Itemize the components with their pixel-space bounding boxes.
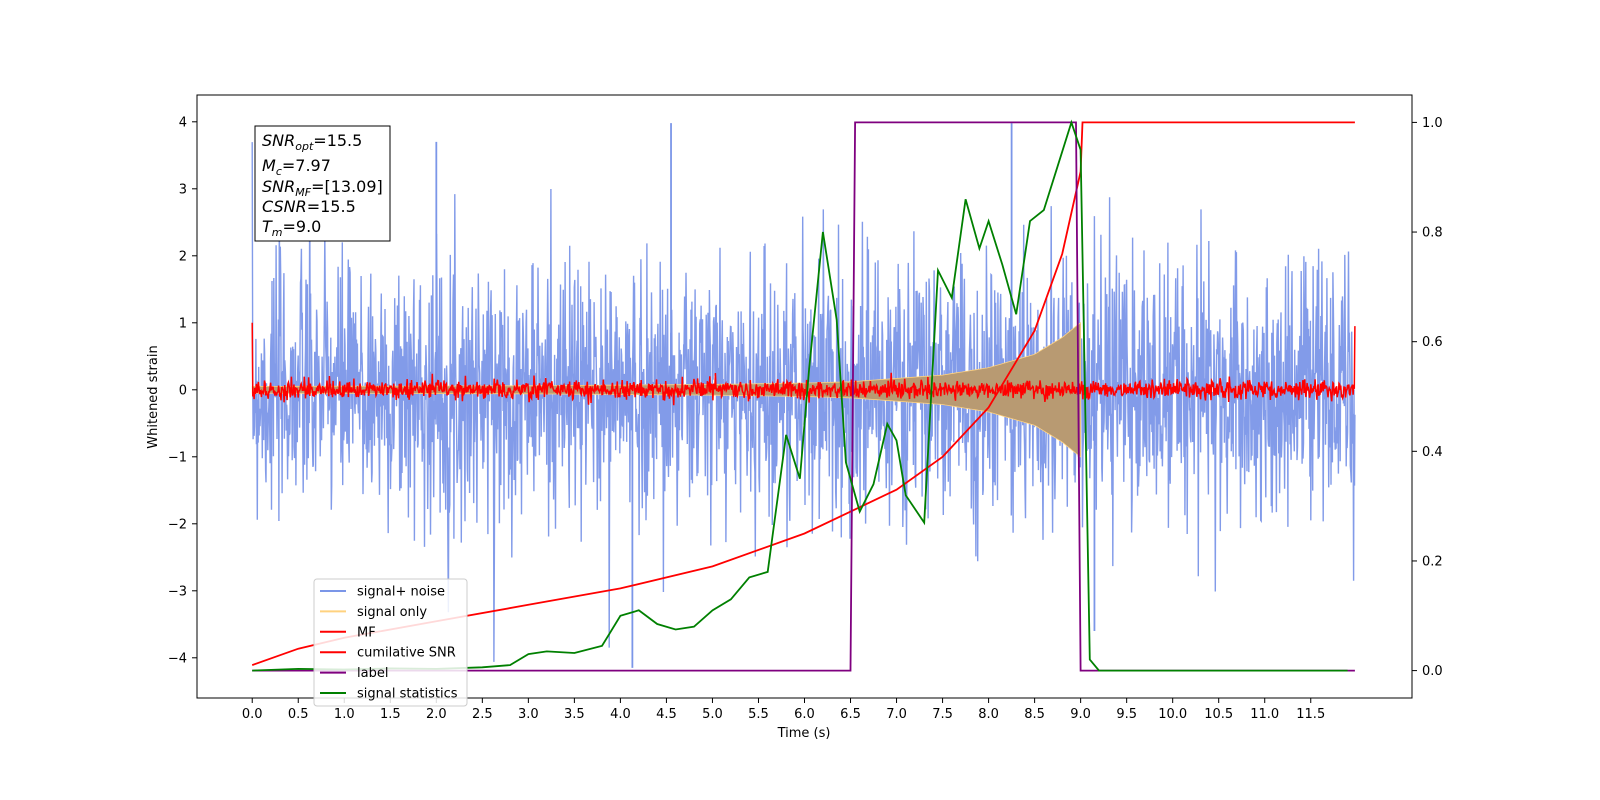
y-tick-label: 4 [179, 115, 187, 130]
y-tick-label: −4 [168, 651, 187, 666]
x-tick-label: 9.5 [1116, 707, 1137, 722]
annotation-mc: Mc=7.97 [262, 156, 331, 178]
legend-label: cumilative SNR [357, 646, 456, 661]
x-tick-label: 2.0 [426, 707, 447, 722]
x-tick-label: 1.5 [380, 707, 401, 722]
legend-label: signal+ noise [357, 585, 445, 600]
legend-label: signal statistics [357, 687, 458, 702]
x-tick-label: 11.5 [1296, 707, 1325, 722]
annotation-box: SNRopt=15.5 Mc=7.97 SNRMF=[13.09] CSNR=1… [254, 125, 391, 242]
x-tick-label: 5.5 [748, 707, 769, 722]
y-tick-label: 0 [179, 383, 187, 398]
y-axis-left: 4 3 2 1 0 −1 −2 −3 −4 [168, 115, 197, 666]
x-tick-label: 5.0 [702, 707, 723, 722]
legend-entry: MF [320, 625, 376, 640]
series-signal-noise [251, 123, 1356, 668]
y-axis-label: Whitened strain [146, 345, 161, 448]
annotation-frame [254, 125, 391, 242]
y2-tick-label: 1.0 [1422, 116, 1443, 131]
y-tick-label: 3 [179, 182, 187, 197]
series-mf [251, 322, 1356, 406]
x-tick-label: 3.5 [564, 707, 585, 722]
legend-frame [313, 578, 468, 707]
legend-entry: cumilative SNR [320, 646, 456, 661]
x-tick-label: 0.5 [288, 707, 309, 722]
y-tick-label: 1 [179, 316, 187, 331]
y2-tick-label: 0.6 [1422, 335, 1443, 350]
x-tick-label: 11.0 [1250, 707, 1279, 722]
x-tick-label: 0.0 [242, 707, 263, 722]
x-tick-label: 2.5 [472, 707, 493, 722]
x-tick-label: 4.5 [656, 707, 677, 722]
x-tick-label: 3.0 [518, 707, 539, 722]
x-tick-label: 7.0 [886, 707, 907, 722]
y-axis-right: 1.0 0.8 0.6 0.4 0.2 0.0 [1412, 116, 1443, 679]
annotation-csnr: CSNR=15.5 [262, 197, 356, 216]
x-tick-label: 6.5 [840, 707, 861, 722]
x-tick-label: 10.5 [1204, 707, 1233, 722]
y-tick-label: −1 [168, 450, 187, 465]
annotation-tm: Tm=9.0 [262, 217, 321, 239]
legend-entry: signal only [320, 605, 427, 620]
legend-entry: signal statistics [320, 687, 458, 702]
y2-tick-label: 0.2 [1422, 554, 1443, 569]
y2-tick-label: 0.8 [1422, 226, 1443, 241]
y-tick-label: 2 [179, 249, 187, 264]
x-tick-label: 8.5 [1024, 707, 1045, 722]
y2-tick-label: 0.4 [1422, 445, 1443, 460]
x-tick-label: 10.0 [1158, 707, 1187, 722]
series-signal-statistics [252, 119, 1348, 672]
legend-label: label [357, 666, 388, 681]
annotation-snr-opt: SNRopt=15.5 [262, 131, 362, 153]
x-tick-label: 7.5 [932, 707, 953, 722]
legend-label: MF [357, 625, 376, 640]
x-tick-label: 6.0 [794, 707, 815, 722]
x-axis: 0.0 0.5 1.0 1.5 2.0 2.5 3.0 3.5 4.0 4.5 5.0 5.5 6.0 6… [242, 698, 1325, 722]
x-tick-label: 1.0 [334, 707, 355, 722]
series-layer [251, 119, 1356, 672]
y2-tick-label: 0.0 [1422, 664, 1443, 679]
y-tick-label: −2 [168, 517, 187, 532]
y-tick-label: −3 [168, 584, 187, 599]
x-tick-label: 9.0 [1070, 707, 1091, 722]
x-axis-label: Time (s) [777, 726, 831, 741]
x-tick-label: 8.0 [978, 707, 999, 722]
legend-entries: signal+ noise signal only MF cumilative SNR… [320, 585, 458, 702]
x-tick-label: 4.0 [610, 707, 631, 722]
series-signal-noise-line [251, 142, 1356, 662]
legend-entry: signal+ noise [320, 585, 445, 600]
annotation-snr-mf: SNRMF=[13.09] [262, 177, 383, 199]
legend-label: signal only [357, 605, 427, 620]
legend: signal+ noise signal only MF cumilative SNR… [313, 578, 468, 707]
legend-entry: label [320, 666, 388, 681]
